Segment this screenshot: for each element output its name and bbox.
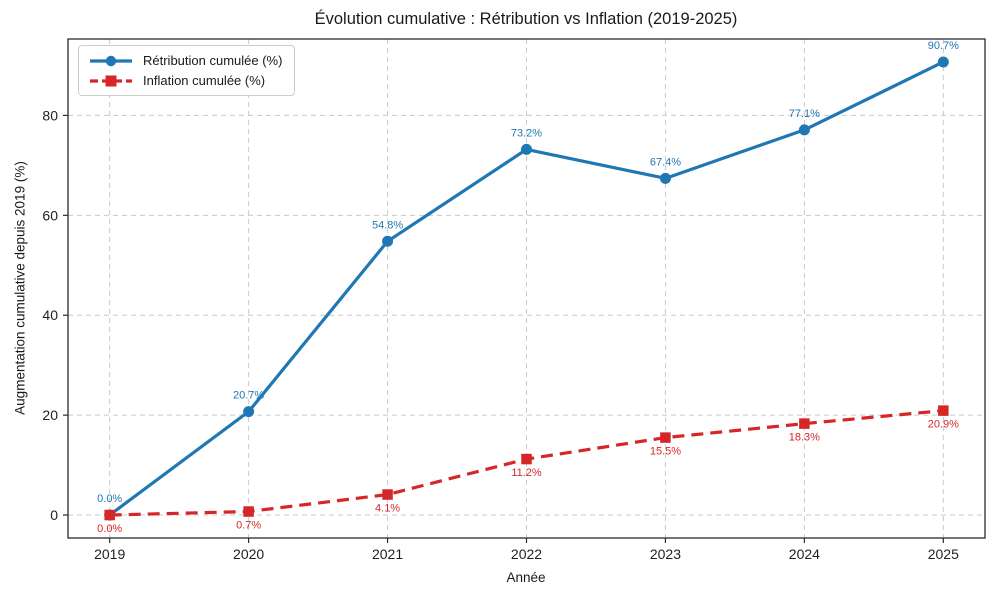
data-point-label: 67.4% <box>650 156 681 168</box>
x-tick-label: 2020 <box>233 546 264 562</box>
data-point-marker <box>799 418 810 429</box>
data-point-label: 73.2% <box>511 127 542 139</box>
data-point-label: 90.7% <box>928 40 959 52</box>
data-point-marker <box>521 143 532 155</box>
legend: Rétribution cumulée (%) Inflation cumulé… <box>78 45 296 96</box>
legend-label: Inflation cumulée (%) <box>143 73 266 88</box>
data-point-label: 77.1% <box>789 108 820 120</box>
data-point-marker <box>243 506 254 517</box>
y-tick-label: 0 <box>50 507 58 523</box>
data-point-marker <box>243 406 255 418</box>
y-tick-label: 40 <box>42 307 58 323</box>
data-point-label: 15.5% <box>650 446 681 458</box>
legend-item-inflation: Inflation cumulée (%) <box>88 73 282 88</box>
data-point-label: 18.3% <box>789 432 820 444</box>
data-point-label: 0.0% <box>97 523 122 535</box>
y-tick-label: 60 <box>42 207 58 223</box>
x-tick-label: 2019 <box>94 546 125 562</box>
y-axis-label: Augmentation cumulative depuis 2019 (%) <box>12 161 28 415</box>
data-point-marker <box>660 432 671 443</box>
legend-line-square-icon <box>90 75 132 86</box>
legend-label: Rétribution cumulée (%) <box>143 53 283 68</box>
data-point-label: 54.8% <box>372 219 403 231</box>
legend-item-retribution: Rétribution cumulée (%) <box>88 53 282 68</box>
x-axis-label: Année <box>506 570 546 585</box>
data-point-marker <box>382 235 394 247</box>
x-tick-label: 2021 <box>372 546 403 562</box>
x-tick-label: 2025 <box>928 546 959 562</box>
data-point-label: 11.2% <box>511 467 542 479</box>
data-point-label: 4.1% <box>375 503 400 515</box>
data-point-label: 0.7% <box>236 520 261 532</box>
legend-line-circle-icon <box>90 55 132 66</box>
data-point-marker <box>798 124 810 136</box>
data-point-label: 20.9% <box>928 419 959 431</box>
data-point-marker <box>659 172 671 184</box>
x-tick-label: 2024 <box>789 546 820 562</box>
data-point-marker <box>104 509 115 521</box>
data-point-marker <box>938 405 949 416</box>
data-point-label: 0.0% <box>97 493 122 505</box>
data-point-marker <box>937 56 949 68</box>
data-point-label: 20.7% <box>233 390 264 402</box>
data-point-marker <box>521 453 532 465</box>
y-tick-label: 80 <box>42 107 58 123</box>
chart-title: Évolution cumulative : Rétribution vs In… <box>314 10 738 28</box>
x-tick-label: 2022 <box>511 546 542 562</box>
y-tick-label: 20 <box>42 407 58 423</box>
x-tick-label: 2023 <box>650 546 681 562</box>
data-point-marker <box>382 489 393 500</box>
